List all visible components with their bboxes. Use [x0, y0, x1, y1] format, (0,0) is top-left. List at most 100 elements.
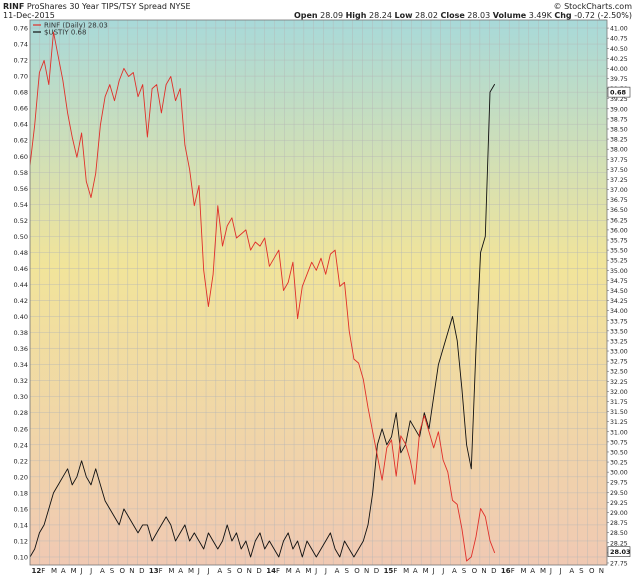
x-tick-label: F: [159, 567, 163, 575]
x-tick-label: J: [89, 567, 92, 575]
x-tick-label: J: [79, 567, 82, 575]
y-right-tick-label: 35.25: [610, 258, 628, 265]
y-left-tick-label: 0.64: [14, 121, 28, 129]
y-right-tick-label: 32.75: [610, 359, 628, 366]
y-left-tick-label: 0.62: [14, 137, 28, 145]
brand-label: © StockCharts.com: [553, 2, 632, 11]
x-tick-label: D: [139, 567, 144, 575]
x-tick-label: D: [374, 567, 379, 575]
high-value: 28.24: [369, 11, 392, 20]
y-left-tick-label: 0.26: [14, 425, 28, 433]
y-right-tick-label: 30.75: [610, 439, 628, 446]
y-left-tick-label: 0.24: [14, 441, 28, 449]
chart-date: 11-Dec-2015: [3, 11, 55, 20]
y-right-tick-label: 39.75: [610, 76, 628, 83]
y-right-tick-label: 33.25: [610, 338, 628, 345]
x-tick-label: S: [579, 567, 584, 575]
y-right-tick-label: 28.50: [610, 530, 628, 537]
x-tick-label: 15: [384, 567, 394, 575]
y-right-tick-label: 38.75: [610, 116, 628, 123]
y-left-tick-label: 0.38: [14, 329, 28, 337]
y-left-tick-label: 0.34: [14, 361, 28, 369]
y-right-tick-label: 28.75: [610, 520, 628, 527]
y-right-tick-label: 37.25: [610, 177, 628, 184]
x-tick-label: F: [41, 567, 45, 575]
x-tick-label: N: [247, 567, 252, 575]
right-axis: 27.7528.0028.2528.5028.7529.0029.2529.50…: [607, 26, 628, 567]
x-tick-label: J: [314, 567, 317, 575]
y-left-tick-label: 0.20: [14, 473, 28, 481]
x-tick-label: M: [188, 567, 194, 575]
y-left-tick-label: 0.60: [14, 153, 28, 161]
y-left-tick-label: 0.56: [14, 185, 28, 193]
y-right-tick-label: 29.50: [610, 490, 628, 497]
x-tick-label: J: [549, 567, 552, 575]
x-tick-label: M: [540, 567, 546, 575]
x-tick-label: 13: [149, 567, 159, 575]
y-left-tick-label: 0.72: [14, 57, 28, 65]
y-right-tick-label: 33.50: [610, 328, 628, 335]
y-right-tick-label: 35.75: [610, 238, 628, 245]
x-tick-label: N: [129, 567, 134, 575]
series-line-ustiy: [30, 83, 496, 558]
x-tick-label: J: [441, 567, 444, 575]
y-left-tick-label: 0.52: [14, 217, 28, 225]
x-tick-label: O: [120, 567, 126, 575]
x-tick-label: M: [423, 567, 429, 575]
x-tick-label: M: [305, 567, 311, 575]
x-tick-label: O: [472, 567, 478, 575]
y-right-tick-label: 34.25: [610, 298, 628, 305]
y-left-tick-label: 0.66: [14, 105, 28, 113]
y-right-tick-label: 32.50: [610, 369, 628, 376]
y-right-tick-label: 37.00: [610, 187, 628, 194]
y-right-tick-label: 31.00: [610, 429, 628, 436]
x-tick-label: J: [207, 567, 210, 575]
y-right-tick-label: 40.50: [610, 46, 628, 53]
y-left-tick-label: 0.58: [14, 169, 28, 177]
tag-left-last: 0.68: [610, 89, 627, 97]
symbol-label: RINF: [3, 2, 25, 11]
y-left-tick-label: 0.74: [14, 41, 28, 49]
y-left-tick-label: 0.36: [14, 345, 28, 353]
low-label: Low: [394, 11, 413, 20]
y-left-tick-label: 0.14: [14, 521, 28, 529]
y-right-tick-label: 39.25: [610, 96, 628, 103]
x-tick-label: M: [51, 567, 57, 575]
y-right-tick-label: 30.00: [610, 470, 628, 477]
y-right-tick-label: 35.00: [610, 268, 628, 275]
y-right-tick-label: 32.00: [610, 389, 628, 396]
x-tick-label: D: [256, 567, 261, 575]
open-label: Open: [293, 11, 318, 20]
y-right-tick-label: 32.25: [610, 379, 628, 386]
left-axis: 0.10 0.12 0.14 0.16 0.18 0.20 0.22 0.24 0.26 0.28…: [14, 25, 28, 562]
x-tick-label: S: [462, 567, 467, 575]
y-right-tick-label: 41.00: [610, 26, 628, 33]
security-name: ProShares 30 Year TIPS/TSY Spread NYSE: [26, 2, 191, 11]
y-right-tick-label: 33.00: [610, 349, 628, 356]
x-tick-label: M: [286, 567, 292, 575]
x-tick-label: N: [364, 567, 369, 575]
y-left-tick-label: 0.10: [14, 553, 28, 561]
y-right-tick-label: 40.00: [610, 66, 628, 73]
x-tick-label: A: [100, 567, 105, 575]
low-value: 28.02: [415, 11, 438, 20]
y-left-tick-label: 0.30: [14, 393, 28, 401]
y-right-tick-label: 38.50: [610, 127, 628, 134]
x-tick-label: J: [431, 567, 434, 575]
y-right-tick-label: 34.75: [610, 278, 628, 285]
y-right-tick-label: 40.25: [610, 56, 628, 63]
y-left-tick-label: 0.68: [14, 89, 28, 97]
x-tick-label: 12: [32, 567, 42, 575]
y-right-tick-label: 29.25: [610, 500, 628, 507]
x-tick-label: O: [354, 567, 360, 575]
y-right-tick-label: 36.75: [610, 197, 628, 204]
y-left-tick-label: 0.70: [14, 73, 28, 81]
chg-value: -0.72 (-2.50%): [574, 11, 632, 20]
high-label: High: [345, 11, 367, 20]
ohlc-readout: Open 28.09 High 28.24 Low 28.02 Close 28…: [294, 11, 632, 20]
y-left-tick-label: 0.46: [14, 265, 28, 273]
x-tick-label: N: [599, 567, 604, 575]
x-tick-label: O: [589, 567, 595, 575]
y-right-tick-label: 31.25: [610, 419, 628, 426]
series-line-rinf: [30, 31, 496, 562]
